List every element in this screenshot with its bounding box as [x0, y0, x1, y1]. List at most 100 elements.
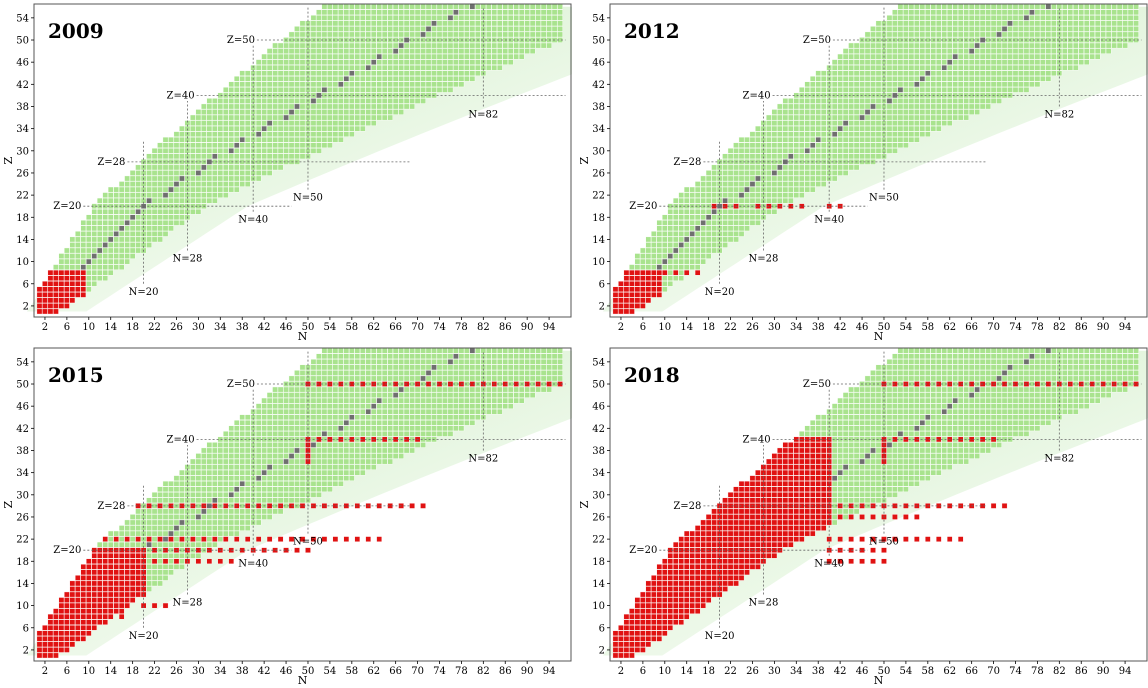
nuclide-cell	[217, 98, 224, 104]
nuclide-cell	[1078, 3, 1085, 10]
nuclide-cell	[102, 231, 109, 237]
nuclide-cell	[299, 480, 306, 487]
nuclide-cell	[354, 386, 361, 393]
nuclide-cell	[354, 98, 361, 104]
nuclide-cell	[222, 153, 229, 160]
stable-nuclide-cell	[365, 64, 372, 71]
nuclide-cell	[195, 541, 202, 548]
nuclide-cell	[985, 9, 991, 16]
nuclide-cell	[228, 486, 235, 493]
nuclide-cell	[294, 64, 300, 71]
nuclide-cell	[425, 375, 432, 382]
nuclide-cell	[892, 87, 898, 93]
nuclide-cell	[870, 120, 876, 126]
nuclide-cell	[195, 131, 202, 137]
nuclide-cell	[370, 48, 377, 54]
nuclide-cell	[1100, 48, 1106, 54]
nuclide-cell	[870, 148, 876, 154]
nuclide-cell	[288, 153, 295, 160]
nuclide-cell	[815, 120, 822, 126]
nuclide-cell	[146, 586, 152, 592]
nuclide-cell	[288, 497, 295, 504]
nuclide-cell	[486, 397, 492, 404]
nuclide-cell	[233, 181, 240, 187]
nuclide-cell	[338, 136, 344, 143]
nuclide-cell	[513, 48, 520, 54]
nuclide-cell	[930, 48, 937, 54]
nuclide-cell	[266, 148, 273, 154]
nuclide-cell	[129, 236, 136, 243]
nuclide-cell	[414, 364, 421, 371]
nuclide-cell	[722, 181, 728, 187]
nuclide-cell	[1062, 9, 1068, 16]
nuclide-cell	[349, 64, 355, 71]
computed-nuclide-cell	[80, 586, 87, 592]
nuclide-cell	[288, 475, 295, 481]
nuclide-cell	[157, 564, 163, 570]
nuclide-cell	[941, 109, 948, 115]
nuclide-cell	[1122, 26, 1128, 32]
nuclide-cell	[310, 453, 317, 459]
nuclide-cell	[414, 397, 421, 404]
nuclide-cell	[678, 264, 685, 270]
nuclide-cell	[486, 15, 492, 21]
nuclide-cell	[897, 125, 904, 132]
nuclide-cell	[190, 131, 196, 137]
nuclide-cell	[277, 453, 284, 459]
nuclide-cell	[683, 214, 690, 221]
nuclide-cell	[332, 114, 339, 121]
nuclide-cell	[793, 131, 800, 137]
nuclide-cell	[201, 186, 207, 193]
nuclide-cell	[222, 131, 229, 137]
nuclide-cell	[507, 26, 514, 32]
nuclide-cell	[195, 453, 202, 459]
nuclide-cell	[546, 26, 552, 32]
nuclide-cell	[168, 541, 174, 548]
nuclide-cell	[678, 253, 685, 259]
nuclide-cell	[683, 186, 690, 193]
nuclide-cell	[870, 109, 876, 115]
nuclide-cell	[190, 530, 196, 537]
nuclide-cell	[316, 109, 322, 115]
computed-nuclide-cell	[102, 552, 109, 559]
nuclide-cell	[255, 425, 262, 432]
nuclide-cell	[518, 26, 525, 32]
nuclide-cell	[212, 458, 218, 465]
nuclide-cell	[261, 458, 267, 465]
nuclide-cell	[392, 414, 399, 421]
nuclide-cell	[266, 70, 273, 77]
nuclide-cell	[376, 42, 383, 49]
nuclide-cell	[387, 59, 393, 65]
nuclide-cell	[990, 9, 997, 16]
nuclide-cell	[310, 386, 317, 393]
nuclide-cell	[310, 48, 317, 54]
nuclide-cell	[370, 76, 377, 82]
nuclide-cell	[809, 164, 816, 171]
nuclide-cell	[327, 76, 333, 82]
nuclide-cell	[469, 15, 476, 21]
nuclide-cell	[157, 181, 163, 187]
nuclide-cell	[414, 53, 421, 60]
nuclide-cell	[651, 258, 657, 265]
nuclide-cell	[349, 392, 355, 398]
computed-nuclide-cell	[69, 624, 76, 631]
nuclide-cell	[875, 31, 882, 38]
nuclide-cell	[798, 120, 805, 126]
nuclide-cell	[809, 103, 816, 110]
nuclide-cell	[458, 81, 465, 88]
nuclide-cell	[1012, 81, 1019, 88]
nuclide-cell	[381, 425, 388, 432]
nuclide-cell	[864, 64, 871, 71]
nuclide-cell	[332, 131, 339, 137]
nuclide-cell	[244, 480, 251, 487]
nuclide-cell	[804, 131, 811, 137]
x-tick-label: 58	[345, 322, 358, 333]
nuclide-cell	[705, 253, 712, 259]
nuclide-cell	[1012, 9, 1019, 16]
nuclide-cell	[321, 125, 328, 132]
nuclide-cell	[168, 148, 174, 154]
nuclide-cell	[327, 425, 333, 432]
nuclide-cell	[755, 214, 761, 221]
nuclide-cell	[414, 42, 421, 49]
nuclide-cell	[486, 403, 492, 409]
